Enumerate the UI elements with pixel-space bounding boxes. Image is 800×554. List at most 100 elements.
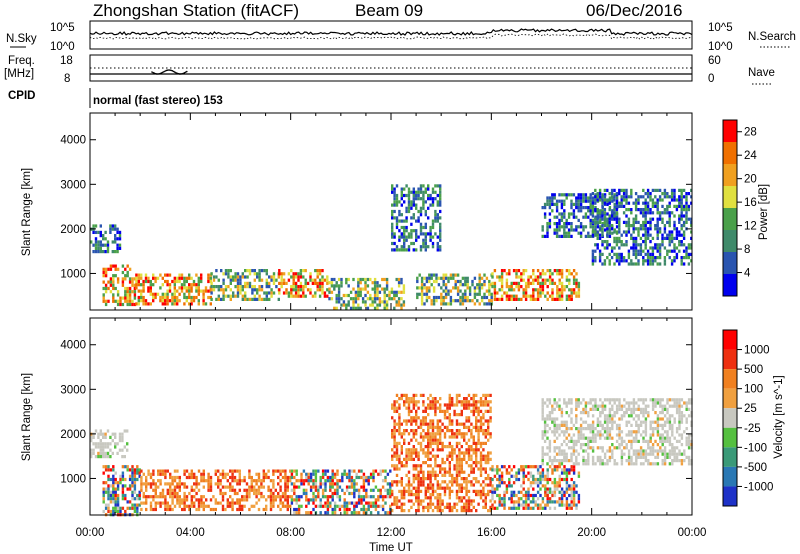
power-cell [260, 288, 264, 292]
power-cell [596, 211, 599, 215]
velocity-cell [441, 445, 444, 449]
power-cell [391, 203, 394, 207]
velocity-cell [487, 403, 490, 407]
velocity-cell [587, 423, 590, 427]
power-cell [508, 297, 511, 301]
power-cell [678, 195, 681, 199]
power-cell [439, 209, 442, 214]
velocity-cell [436, 493, 439, 497]
velocity-cell [104, 506, 108, 510]
velocity-cell [305, 472, 308, 476]
power-cell [546, 234, 549, 238]
velocity-cell [451, 397, 454, 401]
power-cell [135, 276, 138, 280]
power-cell [154, 292, 157, 296]
power-cell [690, 230, 693, 234]
velocity-cell [472, 451, 475, 455]
velocity-cell [415, 489, 418, 493]
power-cell [393, 306, 396, 310]
power-cell [224, 285, 228, 289]
velocity-cell [166, 491, 169, 496]
velocity-cell [293, 507, 296, 512]
velocity-cell [467, 393, 471, 397]
power-cell [534, 288, 537, 292]
power-cell [407, 187, 411, 191]
power-cell [171, 295, 174, 300]
velocity-cell [284, 475, 287, 480]
power-cell [654, 204, 657, 208]
velocity-cell [489, 400, 492, 404]
velocity-cell [558, 449, 561, 453]
velocity-cell [458, 393, 461, 397]
power-cell [241, 294, 244, 298]
velocity-cell [434, 397, 437, 401]
velocity-cell [439, 448, 442, 452]
colorbar-tick-label: 8 [744, 244, 750, 256]
power-cell [637, 262, 640, 266]
velocity-cell [415, 477, 418, 481]
velocity-cell [309, 479, 313, 483]
velocity-cell [410, 429, 413, 433]
power-cell [321, 278, 324, 282]
power-cell [473, 286, 477, 290]
power-cell [591, 249, 595, 253]
velocity-cell [357, 469, 361, 473]
velocity-cell [436, 502, 439, 506]
power-cell [204, 286, 208, 290]
velocity-cell [575, 490, 578, 494]
power-cell [400, 187, 403, 191]
power-cell [429, 197, 432, 201]
velocity-cell [331, 495, 334, 499]
velocity-cell [217, 479, 220, 483]
velocity-cell [412, 451, 415, 455]
power-cell [166, 289, 169, 293]
power-cell [180, 273, 184, 277]
power-cell [439, 245, 442, 249]
velocity-cell [475, 445, 478, 449]
velocity-cell [577, 436, 580, 440]
velocity-cell [546, 398, 549, 402]
velocity-cell [279, 472, 282, 476]
velocity-cell [200, 472, 203, 476]
power-cell [178, 279, 181, 284]
velocity-cell [289, 475, 292, 480]
velocity-cell [529, 465, 533, 469]
velocity-cell [131, 477, 134, 482]
velocity-cell [214, 469, 217, 473]
power-cell [391, 235, 394, 239]
velocity-cell [374, 469, 378, 473]
power-cell [608, 198, 611, 202]
velocity-cell [183, 504, 186, 508]
power-cell [493, 269, 497, 273]
power-cell [188, 276, 191, 280]
velocity-cell [458, 441, 461, 445]
velocity-cell [503, 506, 506, 510]
velocity-cell [451, 477, 454, 481]
velocity-cell [403, 489, 406, 493]
power-cell [168, 286, 172, 290]
velocity-cell [97, 455, 100, 459]
power-cell [412, 190, 415, 194]
velocity-cell [329, 488, 332, 492]
power-cell [682, 236, 686, 240]
colorbar-tick-label: 20 [744, 174, 757, 186]
power-cell [94, 246, 98, 250]
power-cell [680, 243, 683, 247]
power-cell [437, 276, 441, 280]
velocity-cell [551, 417, 554, 421]
power-cell [637, 220, 640, 224]
velocity-cell [625, 446, 628, 450]
velocity-cell [463, 477, 466, 481]
power-cell [412, 213, 415, 217]
velocity-cell [336, 491, 339, 496]
power-cell [161, 283, 164, 287]
power-cell [591, 220, 595, 224]
power-cell [615, 192, 619, 196]
velocity-cell [520, 490, 523, 494]
velocity-cell [522, 468, 525, 472]
power-cell [440, 276, 443, 280]
velocity-cell [274, 488, 277, 492]
velocity-cell [475, 448, 478, 452]
velocity-cell [281, 501, 285, 505]
power-cell [395, 300, 398, 304]
